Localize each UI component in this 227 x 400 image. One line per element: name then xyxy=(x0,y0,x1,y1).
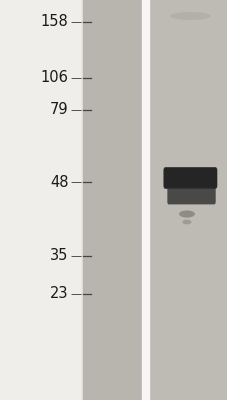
Text: —: — xyxy=(70,177,81,187)
Text: 158: 158 xyxy=(40,14,68,30)
Ellipse shape xyxy=(182,220,191,224)
Bar xyxy=(149,0,227,400)
Ellipse shape xyxy=(178,210,194,218)
Ellipse shape xyxy=(169,12,210,20)
Bar xyxy=(142,0,149,400)
Text: 48: 48 xyxy=(50,174,68,190)
FancyBboxPatch shape xyxy=(167,188,215,204)
Text: —: — xyxy=(70,251,81,261)
Bar xyxy=(83,0,142,400)
Text: 106: 106 xyxy=(40,70,68,86)
Text: —: — xyxy=(70,73,81,83)
Text: 35: 35 xyxy=(50,248,68,264)
FancyBboxPatch shape xyxy=(163,167,216,189)
Bar xyxy=(0,0,79,400)
Text: 23: 23 xyxy=(50,286,68,302)
Text: —: — xyxy=(70,105,81,115)
Text: —: — xyxy=(70,17,81,27)
Text: —: — xyxy=(70,289,81,299)
Text: 79: 79 xyxy=(49,102,68,118)
